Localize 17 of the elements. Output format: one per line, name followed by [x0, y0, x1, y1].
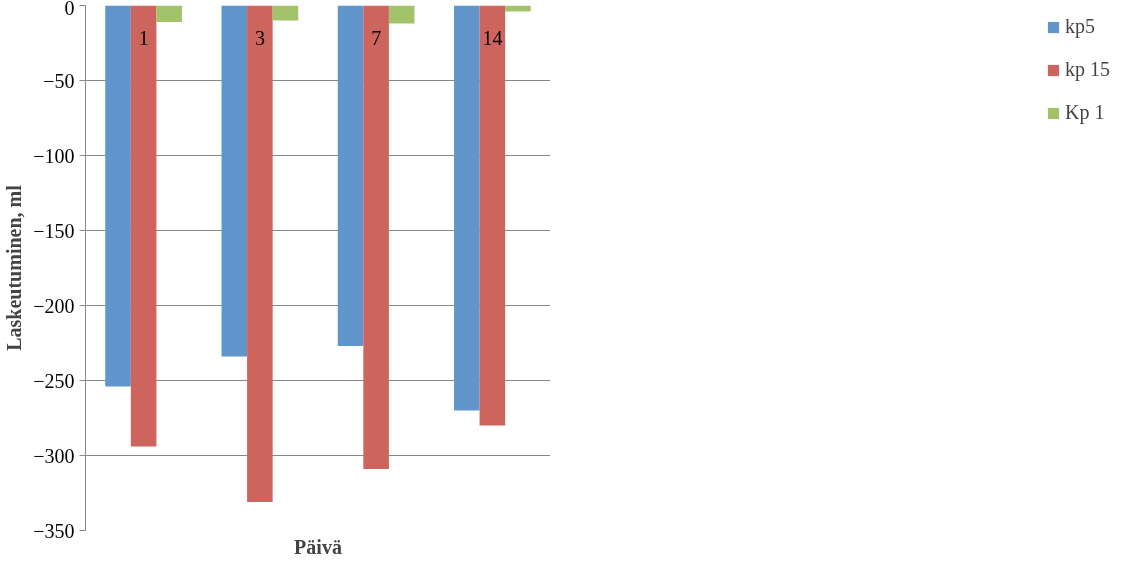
y-axis-title: Laskeutuminen, ml [3, 184, 26, 351]
legend-label: kp 15 [1065, 58, 1110, 81]
legend-label: kp5 [1065, 15, 1095, 38]
y-tick-label: −150 [33, 219, 75, 242]
y-tick-label: 0 [64, 0, 75, 19]
y-tick-label: −50 [43, 69, 75, 92]
x-axis-title: Päivä [294, 535, 342, 558]
y-tick-label: −200 [33, 294, 75, 317]
y-tick-label: −300 [33, 444, 75, 467]
y-tick-label: −250 [33, 369, 75, 392]
x-tick-label: 7 [371, 26, 382, 49]
y-tick-label: −100 [33, 144, 75, 167]
x-tick-label: 14 [482, 26, 503, 49]
x-tick-label: 3 [254, 26, 265, 49]
legend-label: Kp 1 [1065, 101, 1105, 124]
x-tick-label: 1 [138, 26, 149, 49]
y-tick-label: −350 [33, 519, 75, 542]
